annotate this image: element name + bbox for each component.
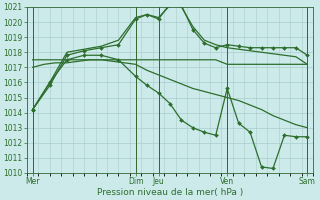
X-axis label: Pression niveau de la mer( hPa ): Pression niveau de la mer( hPa ) <box>97 188 243 197</box>
